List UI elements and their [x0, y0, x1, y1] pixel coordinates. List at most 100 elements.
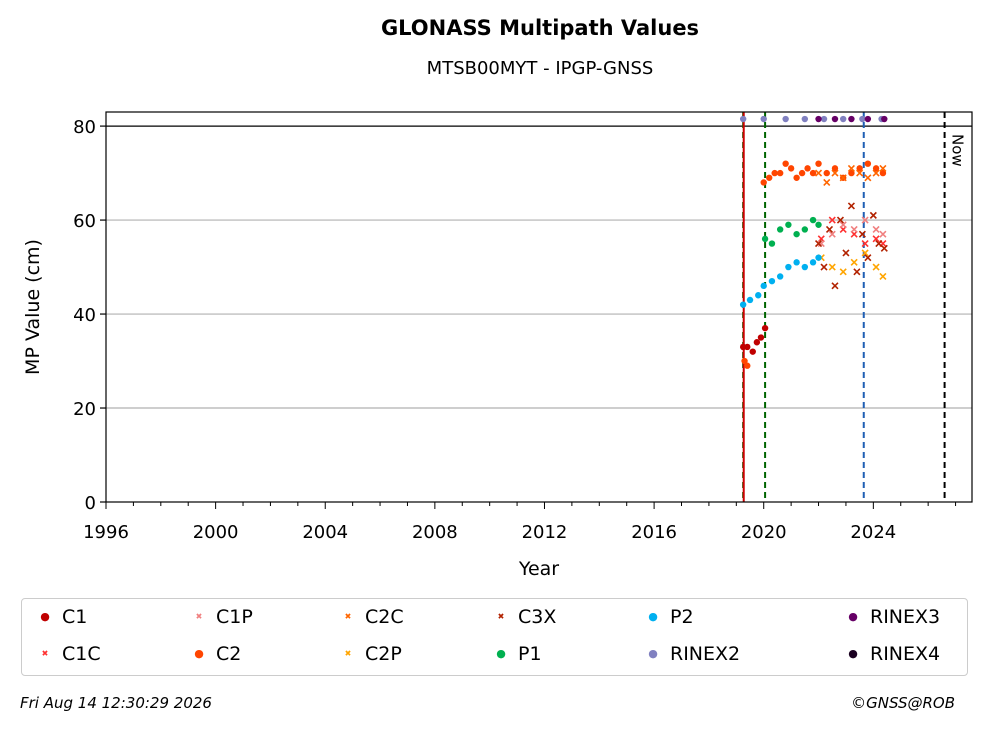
x-tick-label: 2020	[741, 522, 787, 543]
series-c3x	[814, 202, 888, 290]
data-point	[872, 235, 880, 243]
data-point	[828, 230, 836, 238]
data-point	[842, 249, 850, 257]
data-point	[815, 115, 822, 123]
data-point	[831, 115, 839, 123]
legend-item-rinex4: ● RINEX4	[844, 642, 940, 666]
x-tick-label: 1996	[83, 522, 129, 543]
x-tick-label: 2024	[850, 522, 896, 543]
y-tick-label: 20	[73, 399, 96, 420]
x-tick-label: 2008	[412, 522, 458, 543]
data-point	[809, 216, 817, 224]
series-p1	[761, 216, 822, 247]
data-point	[814, 240, 823, 248]
data-point	[836, 216, 845, 224]
legend: ● C1 ✖ C1C ✖ C1P ● C2 ✖ C2C ✖ C2P ✖ C3X ● P1 ● P2 ● RINEX2 ●…	[21, 598, 968, 676]
data-point	[815, 160, 822, 167]
data-point	[749, 348, 756, 355]
data-point	[831, 165, 839, 172]
legend-marker: ✖	[41, 649, 49, 658]
legend-label: RINEX2	[670, 643, 741, 665]
data-point	[785, 221, 792, 228]
data-point	[755, 292, 762, 299]
data-point	[744, 362, 751, 369]
data-point	[820, 115, 828, 123]
x-tick-label: 2016	[631, 522, 677, 543]
legend-item-c2: ● C2	[190, 642, 241, 666]
data-point	[839, 268, 847, 276]
data-point	[782, 160, 789, 167]
footer-copyright: ©GNSS@ROB	[851, 694, 955, 712]
data-point	[839, 115, 847, 123]
legend-label: C2C	[365, 606, 404, 628]
legend-marker: ●	[848, 647, 858, 660]
data-point	[848, 169, 855, 177]
legend-label: C1C	[62, 643, 101, 665]
legend-marker: ●	[648, 610, 658, 623]
legend-item-p1: ● P1	[492, 642, 541, 666]
data-point	[861, 216, 869, 224]
data-point	[739, 115, 747, 123]
data-point	[761, 324, 769, 332]
data-point	[793, 230, 800, 238]
legend-marker: ●	[194, 647, 204, 660]
data-point	[861, 249, 869, 257]
series-c2c	[814, 164, 887, 187]
data-point	[880, 244, 888, 252]
data-point	[825, 225, 834, 234]
series-c2	[741, 160, 887, 369]
data-point	[859, 115, 866, 123]
data-point	[864, 254, 872, 262]
x-axis-label: Year	[518, 558, 559, 580]
data-point	[875, 240, 883, 248]
legend-label: C1P	[216, 606, 253, 628]
series-rinex3	[815, 115, 888, 123]
legend-item-c2p: ✖ C2P	[339, 642, 402, 666]
legend-label: C2	[216, 643, 242, 665]
data-point	[872, 165, 880, 172]
legend-label: C3X	[518, 606, 557, 628]
legend-label: P2	[670, 606, 694, 628]
legend-item-c2c: ✖ C2C	[339, 605, 404, 629]
data-point	[879, 164, 887, 172]
data-point	[804, 165, 811, 172]
data-point	[879, 272, 887, 281]
data-point	[757, 334, 765, 341]
data-point	[766, 174, 773, 181]
legend-item-rinex3: ● RINEX3	[844, 605, 940, 629]
data-point	[746, 296, 754, 304]
data-point	[801, 226, 809, 233]
y-tick-label: 40	[73, 305, 96, 326]
y-axis-label: MP Value (cm)	[22, 239, 44, 375]
data-point	[815, 254, 822, 261]
legend-label: RINEX3	[870, 606, 941, 628]
data-point	[761, 235, 769, 243]
data-point	[872, 169, 880, 177]
data-point	[776, 169, 784, 177]
y-tick-label: 60	[73, 211, 96, 232]
data-point	[809, 259, 817, 266]
data-point	[739, 301, 747, 308]
data-point	[817, 240, 825, 248]
legend-marker: ✖	[344, 649, 352, 658]
plot-frame	[105, 111, 973, 503]
data-point	[771, 169, 778, 177]
data-point	[839, 174, 847, 182]
data-point	[820, 263, 828, 271]
data-point	[847, 202, 855, 210]
data-point	[831, 282, 839, 290]
series-rinex2	[739, 115, 885, 123]
data-point	[814, 169, 823, 177]
legend-label: C2P	[365, 643, 402, 665]
data-point	[864, 174, 872, 182]
chart-title: GLONASS Multipath Values	[380, 16, 700, 40]
data-point	[793, 174, 800, 181]
y-tick-label: 80	[73, 117, 96, 138]
legend-item-p2: ● P2	[644, 605, 694, 629]
legend-marker: ✖	[195, 612, 203, 621]
data-point	[850, 225, 858, 234]
data-point	[823, 169, 830, 177]
legend-marker: ●	[648, 647, 658, 660]
legend-marker: ●	[848, 610, 858, 623]
now-label: Now	[949, 134, 967, 167]
